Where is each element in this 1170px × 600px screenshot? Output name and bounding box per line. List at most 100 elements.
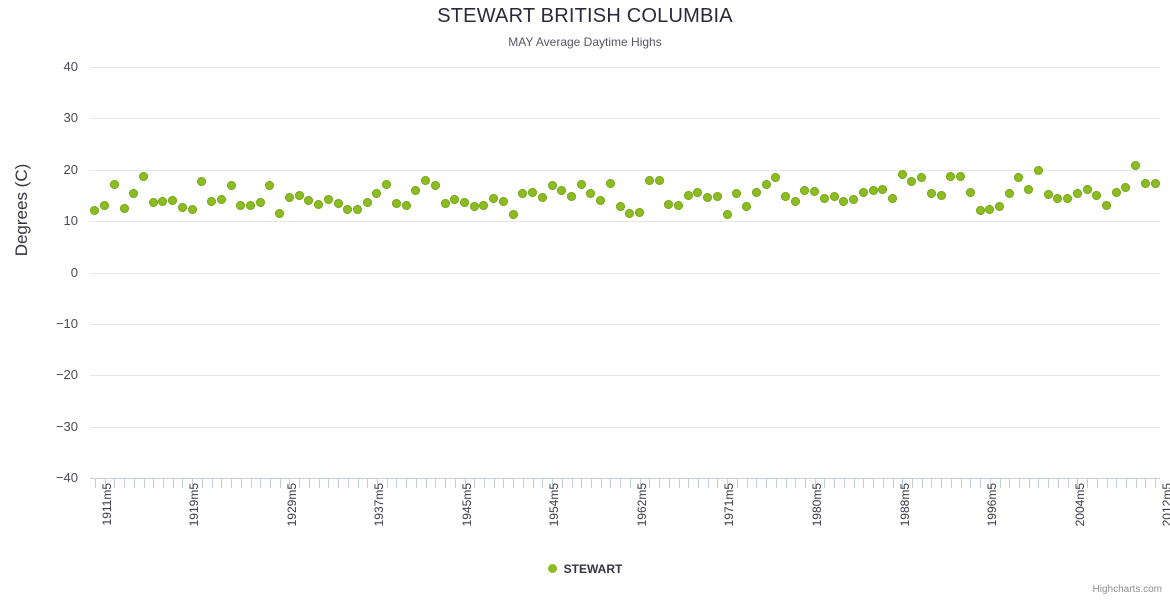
data-point[interactable] xyxy=(1024,185,1034,195)
data-point[interactable] xyxy=(936,190,946,200)
data-point[interactable] xyxy=(975,206,985,216)
data-point[interactable] xyxy=(1102,201,1111,211)
data-point[interactable] xyxy=(985,204,995,214)
data-point[interactable] xyxy=(878,184,888,194)
data-point[interactable] xyxy=(323,194,333,204)
data-point[interactable] xyxy=(790,197,800,207)
data-point[interactable] xyxy=(1092,190,1102,200)
data-point[interactable] xyxy=(304,195,314,205)
data-point[interactable] xyxy=(430,181,440,191)
data-point[interactable] xyxy=(557,185,567,195)
data-point[interactable] xyxy=(479,201,489,211)
data-point[interactable] xyxy=(1140,178,1150,188)
data-point[interactable] xyxy=(712,192,722,202)
data-point[interactable] xyxy=(168,196,178,206)
data-point[interactable] xyxy=(109,180,119,190)
data-point[interactable] xyxy=(849,195,859,205)
data-point[interactable] xyxy=(635,208,645,218)
data-point[interactable] xyxy=(956,172,966,182)
data-point[interactable] xyxy=(139,172,148,182)
data-point[interactable] xyxy=(207,196,217,206)
data-point[interactable] xyxy=(362,197,372,207)
data-point[interactable] xyxy=(100,201,110,211)
data-point[interactable] xyxy=(119,204,129,214)
data-point[interactable] xyxy=(829,191,839,201)
data-point[interactable] xyxy=(586,188,596,198)
data-point[interactable] xyxy=(771,173,781,183)
data-point[interactable] xyxy=(382,179,392,189)
data-point[interactable] xyxy=(216,195,226,205)
data-point[interactable] xyxy=(148,198,158,208)
data-point[interactable] xyxy=(907,176,917,186)
data-point[interactable] xyxy=(284,192,294,202)
data-point[interactable] xyxy=(372,188,382,198)
data-point[interactable] xyxy=(1033,166,1043,176)
data-point[interactable] xyxy=(995,202,1004,212)
data-point[interactable] xyxy=(596,195,606,205)
data-point[interactable] xyxy=(732,189,742,199)
data-point[interactable] xyxy=(605,179,615,189)
credits-label[interactable]: Highcharts.com xyxy=(1092,584,1162,595)
data-point[interactable] xyxy=(1131,160,1141,170)
data-point[interactable] xyxy=(1004,188,1014,198)
data-point[interactable] xyxy=(888,194,897,204)
data-point[interactable] xyxy=(625,208,635,218)
data-point[interactable] xyxy=(1082,184,1092,194)
data-point[interactable] xyxy=(722,209,732,219)
data-point[interactable] xyxy=(236,200,246,210)
data-point[interactable] xyxy=(683,190,693,200)
data-point[interactable] xyxy=(615,201,625,211)
data-point[interactable] xyxy=(187,204,197,214)
data-point[interactable] xyxy=(1121,182,1131,192)
data-point[interactable] xyxy=(800,185,810,195)
data-point[interactable] xyxy=(664,200,674,210)
data-point[interactable] xyxy=(401,201,411,211)
data-point[interactable] xyxy=(693,188,703,198)
data-point[interactable] xyxy=(946,172,956,182)
data-point[interactable] xyxy=(508,210,518,220)
data-point[interactable] xyxy=(440,199,450,209)
data-point[interactable] xyxy=(917,172,927,182)
data-point[interactable] xyxy=(343,205,353,215)
data-point[interactable] xyxy=(547,181,557,191)
data-point[interactable] xyxy=(1072,188,1082,198)
data-point[interactable] xyxy=(314,199,324,209)
data-point[interactable] xyxy=(333,199,343,209)
data-point[interactable] xyxy=(1014,172,1024,182)
data-point[interactable] xyxy=(761,180,771,190)
data-point[interactable] xyxy=(1111,187,1121,197)
data-point[interactable] xyxy=(177,203,187,213)
data-point[interactable] xyxy=(469,202,479,212)
data-point[interactable] xyxy=(489,193,499,203)
data-point[interactable] xyxy=(518,188,528,198)
data-point[interactable] xyxy=(275,208,285,218)
data-point[interactable] xyxy=(674,201,683,211)
data-point[interactable] xyxy=(926,188,936,198)
data-point[interactable] xyxy=(965,188,975,198)
data-point[interactable] xyxy=(129,188,139,198)
data-point[interactable] xyxy=(528,187,538,197)
data-point[interactable] xyxy=(819,194,829,204)
data-point[interactable] xyxy=(742,201,752,211)
data-point[interactable] xyxy=(90,205,100,215)
data-point[interactable] xyxy=(246,201,255,211)
data-point[interactable] xyxy=(1053,194,1063,204)
legend-item-stewart[interactable]: STEWART xyxy=(547,562,622,576)
data-point[interactable] xyxy=(654,175,664,185)
data-point[interactable] xyxy=(294,190,304,200)
data-point[interactable] xyxy=(781,191,790,201)
data-point[interactable] xyxy=(391,198,401,208)
data-point[interactable] xyxy=(498,196,508,206)
data-point[interactable] xyxy=(1063,193,1073,203)
data-point[interactable] xyxy=(567,192,576,202)
data-point[interactable] xyxy=(1043,190,1053,200)
data-point[interactable] xyxy=(537,192,547,202)
data-point[interactable] xyxy=(197,177,207,187)
data-point[interactable] xyxy=(1150,178,1160,188)
data-point[interactable] xyxy=(450,195,460,205)
data-point[interactable] xyxy=(460,198,469,208)
data-point[interactable] xyxy=(576,179,586,189)
data-point[interactable] xyxy=(751,188,761,198)
data-point[interactable] xyxy=(265,181,275,191)
data-point[interactable] xyxy=(703,192,713,202)
